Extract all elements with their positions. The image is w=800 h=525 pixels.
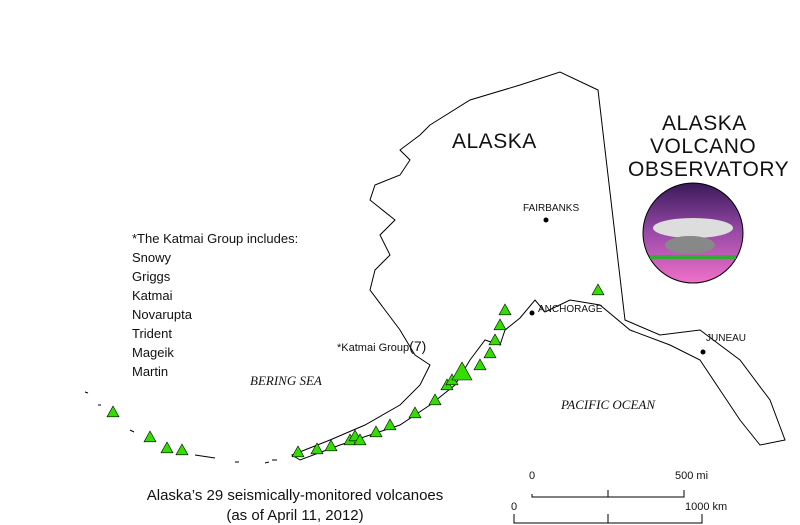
island-outline — [84, 391, 277, 464]
katmai-item: Griggs — [132, 269, 171, 284]
volcano-triangle-icon — [428, 393, 442, 406]
caption-line-1: Alaska’s 29 seismically-monitored volcan… — [146, 487, 444, 504]
volcano-markers — [106, 283, 605, 458]
city-dot-juneau — [700, 349, 706, 355]
city-dot-fairbanks — [543, 217, 549, 223]
katmai-item: Snowy — [132, 250, 172, 265]
scale-mi-end: 500 mi — [675, 470, 709, 482]
observatory-logo — [642, 182, 744, 284]
scale-km-zero: 0 — [511, 501, 518, 513]
city-juneau: JUNEAU — [706, 333, 747, 344]
volcano-triangle-icon — [106, 405, 120, 418]
volcano-triangle-icon — [310, 442, 324, 455]
volcano-triangle-icon — [369, 425, 383, 438]
volcano-triangle-icon — [353, 433, 367, 446]
katmai-note: *The Katmai Group includes: Snowy Griggs… — [132, 229, 298, 381]
katmai-group-label: *Katmai Group(7) — [337, 338, 427, 354]
city-anchorage: ANCHORAGE — [538, 304, 603, 315]
map-title: ALASKA — [452, 130, 537, 153]
observatory-title-1: ALASKA — [662, 112, 747, 135]
pacific-ocean-label: PACIFIC OCEAN — [561, 397, 656, 412]
volcano-triangle-icon — [143, 430, 157, 443]
katmai-item: Mageik — [132, 345, 174, 360]
volcano-triangle-icon — [493, 318, 507, 331]
volcano-triangle-icon — [175, 443, 189, 456]
scale-bar — [513, 490, 703, 524]
katmai-heading: *The Katmai Group includes: — [132, 231, 299, 246]
katmai-item: Martin — [132, 364, 169, 379]
volcano-triangle-icon — [160, 441, 174, 454]
volcano-triangle-icon — [451, 361, 473, 381]
volcano-triangle-icon — [408, 406, 422, 419]
volcano-triangle-icon — [383, 418, 397, 431]
scale-km-end: 1000 km — [685, 501, 728, 513]
volcano-triangle-icon — [488, 333, 502, 346]
volcano-triangle-icon — [591, 283, 605, 296]
observatory-title-3: OBSERVATORY — [628, 158, 790, 181]
volcano-triangle-icon — [324, 439, 338, 452]
volcano-triangle-icon — [291, 445, 305, 458]
scale-mi-zero: 0 — [529, 470, 536, 482]
city-dot-anchorage — [529, 310, 535, 316]
caption: Alaska’s 29 seismically-monitored volcan… — [130, 486, 460, 525]
katmai-item: Trident — [132, 326, 172, 341]
volcano-triangle-icon — [473, 358, 487, 371]
caption-line-2: (as of April 11, 2012) — [226, 507, 364, 524]
bering-sea-label: BERING SEA — [250, 373, 322, 388]
volcano-triangle-icon — [498, 303, 512, 316]
volcano-triangle-icon — [483, 346, 497, 359]
city-fairbanks: FAIRBANKS — [523, 203, 580, 214]
katmai-item: Katmai — [132, 288, 173, 303]
katmai-item: Novarupta — [132, 307, 192, 322]
observatory-title-2: VOLCANO — [650, 135, 757, 158]
